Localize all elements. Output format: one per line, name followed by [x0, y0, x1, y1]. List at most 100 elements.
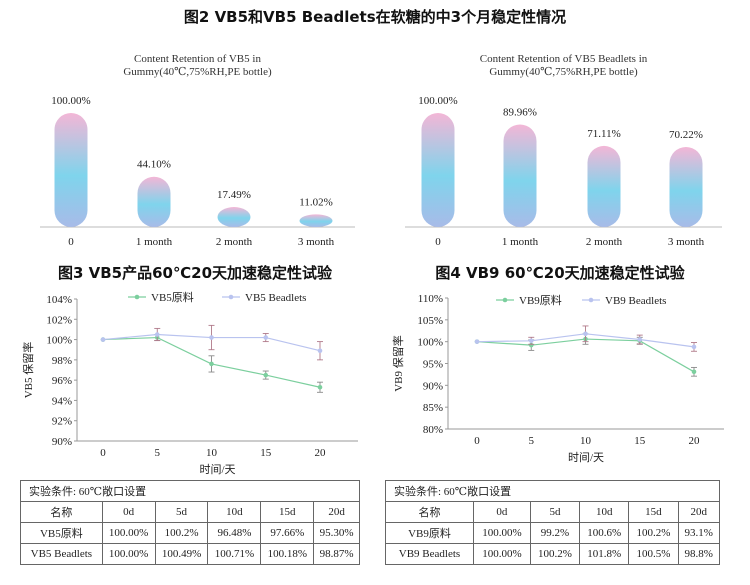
bar	[421, 113, 455, 227]
data-point	[583, 331, 588, 337]
x-tick-label: 15	[634, 435, 646, 447]
y-tick-label: 104%	[46, 294, 72, 306]
table-header: 名称	[385, 501, 474, 523]
legend-marker	[134, 294, 140, 300]
data-point	[474, 339, 480, 344]
data-point	[528, 338, 534, 344]
y-axis-title: VB5 保留率	[21, 342, 35, 399]
table-cell: VB5 Beadlets	[20, 543, 103, 565]
table-header: 5d	[154, 501, 209, 523]
x-tick-label: 15	[260, 447, 272, 459]
table-cell: 99.2%	[529, 522, 581, 544]
data-label: 17.49%	[217, 189, 251, 201]
x-tick-label: 2 month	[216, 236, 253, 248]
y-axis-title: VB9 保留率	[391, 335, 405, 392]
table-cell: 100.49%	[154, 543, 209, 565]
y-tick-label: 110%	[418, 293, 443, 305]
table-cell: VB9原料	[385, 522, 474, 544]
table-header: 20d	[313, 501, 360, 523]
table-cell: 100.00%	[101, 522, 156, 544]
table-header: 名称	[20, 501, 103, 523]
table-cell: 98.87%	[313, 543, 360, 565]
bar	[669, 146, 703, 227]
table-cell: 96.48%	[207, 522, 262, 544]
y-tick-label: 85%	[423, 402, 443, 414]
x-tick-label: 5	[155, 447, 161, 459]
bar	[137, 176, 171, 227]
table-header: 10d	[579, 501, 630, 523]
table-cell: 101.8%	[579, 543, 630, 565]
data-point	[263, 335, 269, 340]
x-tick-label: 10	[206, 447, 218, 459]
y-tick-label: 100%	[46, 335, 72, 347]
chart-subtitle: Gummy(40℃,75%RH,PE bottle)	[489, 66, 638, 78]
y-tick-label: 102%	[46, 314, 72, 326]
table-cell: 100.00%	[472, 543, 531, 565]
table-cell: 98.8%	[677, 543, 721, 565]
x-tick-label: 0	[68, 236, 74, 248]
legend-label: VB9 Beadlets	[605, 295, 666, 307]
data-label: 44.10%	[137, 159, 171, 171]
x-tick-label: 10	[580, 435, 592, 447]
chart-title: Content Retention of VB5 in	[134, 53, 261, 65]
table-cell: 100.5%	[628, 543, 679, 565]
legend-label: VB5原料	[151, 290, 194, 304]
table-header: 10d	[207, 501, 262, 523]
data-point	[263, 372, 269, 378]
bar	[587, 145, 621, 227]
x-tick-label: 3 month	[668, 236, 705, 248]
table-cell: 100.2%	[628, 522, 679, 544]
y-tick-label: 90%	[52, 436, 72, 448]
table-row: VB5 Beadlets 100.00% 100.49% 100.71% 100…	[20, 543, 360, 565]
legend-marker	[228, 294, 234, 300]
data-point	[317, 348, 323, 354]
x-tick-label: 2 month	[586, 236, 623, 248]
table-cell: 93.1%	[677, 522, 721, 544]
table-vb5: 实验条件: 60℃敞口设置 名称 0d 5d 10d 15d 20d VB5原料…	[20, 480, 360, 565]
bar	[217, 207, 251, 227]
table-cell: 100.00%	[101, 543, 156, 565]
y-tick-label: 94%	[52, 395, 72, 407]
legend-marker	[502, 297, 508, 303]
data-label: 100.00%	[418, 95, 457, 107]
data-label: 11.02%	[299, 196, 333, 208]
table-cell: 100.2%	[529, 543, 581, 565]
bar	[299, 214, 333, 227]
chart-subtitle: Gummy(40℃,75%RH,PE bottle)	[123, 66, 272, 78]
x-tick-label: 0	[435, 236, 441, 248]
x-tick-label: 1 month	[136, 236, 173, 248]
x-tick-label: 0	[100, 447, 106, 459]
table-cell: VB5原料	[20, 522, 103, 544]
figure-2-bar-charts: Content Retention of VB5 inGummy(40℃,75%…	[40, 53, 722, 248]
y-tick-label: 92%	[52, 416, 72, 428]
y-tick-label: 96%	[52, 375, 72, 387]
figure-2-title: 图2 VB5和VB5 Beadlets在软糖的中3个月稳定性情况	[183, 8, 567, 26]
data-label: 89.96%	[503, 106, 537, 118]
y-tick-label: 95%	[423, 359, 443, 371]
figure-4-title: 图4 VB9 60℃20天加速稳定性试验	[435, 264, 685, 282]
table-header: 0d	[472, 501, 531, 523]
table-header: 15d	[628, 501, 679, 523]
table-header: 5d	[529, 501, 581, 523]
table-cell: 100.00%	[472, 522, 531, 544]
table-cell: VB9 Beadlets	[385, 543, 474, 565]
data-point	[209, 361, 214, 367]
data-label: 71.11%	[587, 128, 621, 140]
x-tick-label: 1 month	[502, 236, 539, 248]
legend-marker	[588, 297, 594, 303]
table-cell: 97.66%	[260, 522, 315, 544]
y-tick-label: 90%	[423, 380, 443, 392]
data-point	[691, 369, 697, 375]
y-tick-label: 105%	[417, 315, 443, 327]
y-tick-label: 80%	[423, 424, 443, 436]
table-row: VB5原料 100.00% 100.2% 96.48% 97.66% 95.30…	[20, 522, 360, 544]
data-point	[154, 332, 160, 337]
x-tick-label: 0	[474, 435, 480, 447]
data-point	[637, 337, 643, 342]
table-header: 0d	[101, 501, 156, 523]
y-tick-label: 100%	[417, 337, 443, 349]
table-vb9: 实验条件: 60℃敞口设置 名称 0d 5d 10d 15d 20d VB9原料…	[385, 480, 721, 565]
table-cell: 100.71%	[207, 543, 262, 565]
data-point	[691, 344, 697, 350]
